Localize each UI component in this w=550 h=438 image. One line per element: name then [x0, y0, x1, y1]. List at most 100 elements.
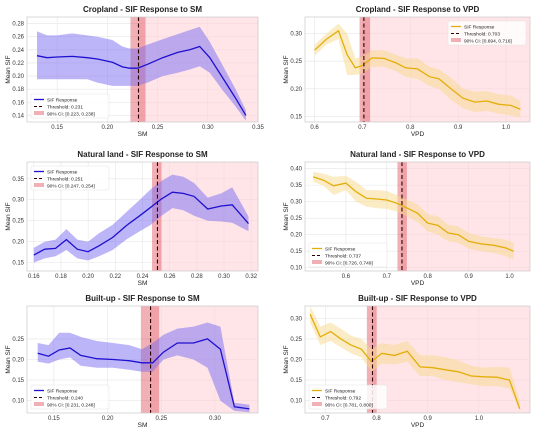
y-tick-label: 0.25: [290, 337, 302, 343]
y-tick-label: 0.15: [12, 378, 24, 384]
plot-frame: [304, 161, 531, 272]
legend-entry: SIF Response: [47, 169, 78, 175]
x-tick-label: 0.9: [424, 416, 433, 422]
chart-title: Natural land - SIF Response to VPD: [350, 150, 485, 159]
legend-swatch-ci: [312, 402, 322, 406]
legend-box: [30, 165, 110, 191]
x-tick-label: 1.0: [502, 125, 511, 131]
subplot-2: 0.6 0.7 0.8 0.9 1.0 0.15 0.20 0.25 0.30 Cropland …: [283, 5, 531, 138]
legend-entry: SIF Response: [325, 246, 356, 252]
response-band: [314, 23, 521, 118]
subplot-6: 0.7 0.8 0.9 1.0 0.10 0.15 0.20 0.25 0.30 Built-up…: [283, 294, 531, 429]
legend-entry: 90% CI: [0.694, 0.716]: [464, 38, 512, 44]
y-tick-label: 0.35: [290, 183, 302, 189]
legend-entry: SIF Response: [325, 388, 356, 394]
x-tick-label: 0.26: [164, 274, 176, 280]
legend-entry: Threshold: 0.703: [464, 31, 500, 37]
y-axis-label: Mean SIF: [5, 55, 12, 83]
sif-response-line: [33, 191, 249, 256]
x-tick-label: 0.7: [383, 274, 392, 280]
y-tick-label: 0.20: [290, 87, 302, 93]
y-tick-label: 0.16: [12, 100, 24, 106]
subplot-5: 0.15 0.20 0.25 0.30 0.10 0.15 0.20 0.25 Built-up…: [5, 294, 259, 429]
x-tick-label: 0.25: [152, 125, 164, 131]
y-tick-label: 0.14: [12, 113, 24, 119]
x-tick-label: 0.9: [464, 274, 473, 280]
legend-box: [308, 242, 388, 268]
x-tick-label: 1.0: [505, 274, 514, 280]
plot-frame: [26, 305, 259, 414]
x-tick-label: 0.30: [218, 274, 230, 280]
legend-entry: Threshold: 0.737: [325, 253, 361, 259]
x-tick-label: 0.35: [252, 125, 264, 131]
legend-box: [30, 384, 110, 410]
y-tick-label: 0.30: [12, 198, 24, 204]
response-band: [37, 26, 246, 121]
y-tick-label: 0.15: [290, 249, 302, 255]
x-tick-label: 0.16: [28, 274, 40, 280]
y-tick-label: 0.30: [290, 316, 302, 322]
chart-title: Built-up - SIF Response to VPD: [358, 294, 477, 303]
y-tick-label: 0.20: [12, 240, 24, 246]
legend-entry: SIF Response: [464, 24, 495, 30]
y-tick-label: 0.25: [12, 337, 24, 343]
y-tick-label: 0.15: [290, 114, 302, 120]
response-band: [310, 306, 520, 411]
y-tick-label: 0.25: [290, 59, 302, 65]
x-axis-label: SM: [138, 422, 148, 429]
x-tick-label: 0.8: [372, 416, 381, 422]
legend-swatch-ci: [312, 260, 322, 264]
x-tick-label: 0.6: [310, 125, 319, 131]
chart-title: Built-up - SIF Response to SM: [85, 294, 200, 303]
x-tick-label: 0.9: [454, 125, 463, 131]
y-tick-label: 0.15: [290, 378, 302, 384]
subplot-4: 0.6 0.7 0.8 0.9 1.0 0.10 0.15 0.20 0.25 0.30 0.35 0…: [283, 150, 531, 287]
y-axis-label: Mean SIF: [283, 345, 290, 373]
x-tick-label: 0.15: [51, 125, 63, 131]
y-axis-label: Mean SIF: [5, 345, 12, 373]
legend-swatch-ci: [34, 183, 44, 187]
y-tick-label: 0.10: [290, 266, 302, 272]
y-axis-label: Mean SIF: [283, 202, 290, 230]
legend-box: [308, 384, 388, 410]
x-axis-label: VPD: [411, 280, 425, 287]
y-tick-label: 0.30: [290, 200, 302, 206]
sif-response-line: [314, 29, 521, 110]
legend-box: [447, 20, 527, 46]
y-tick-label: 0.40: [290, 167, 302, 173]
x-tick-label: 0.15: [48, 416, 60, 422]
y-tick-label: 0.35: [12, 177, 24, 183]
sif-response-line: [309, 313, 521, 410]
legend-entry: SIF Response: [47, 97, 78, 103]
y-tick-label: 0.20: [12, 74, 24, 80]
x-axis-label: VPD: [411, 131, 425, 138]
x-tick-label: 0.7: [358, 125, 367, 131]
y-tick-label: 0.25: [290, 216, 302, 222]
x-tick-label: 0.22: [109, 274, 121, 280]
legend-entry: Threshold: 0.240: [47, 395, 83, 401]
plot-frame: [304, 305, 531, 414]
plot-frame: [304, 16, 531, 123]
sif-response-line: [36, 45, 247, 116]
x-axis-label: SM: [138, 131, 148, 138]
legend-swatch-ci: [451, 38, 461, 42]
sif-response-line: [37, 338, 250, 410]
y-tick-label: 0.18: [12, 87, 24, 93]
y-axis-label: Mean SIF: [5, 202, 12, 230]
x-tick-label: 0.32: [245, 274, 257, 280]
x-tick-label: 0.6: [342, 274, 351, 280]
x-tick-label: 0.24: [137, 274, 149, 280]
response-band: [37, 322, 250, 413]
x-tick-label: 0.30: [202, 125, 214, 131]
x-tick-label: 1.0: [475, 416, 484, 422]
legend-entry: 90% CI: [0.726, 0.749]: [325, 260, 373, 266]
legend-box: [30, 93, 110, 119]
y-tick-label: 0.28: [12, 22, 24, 28]
legend-entry: 90% CI: [0.247, 0.254]: [47, 183, 95, 189]
x-tick-label: 0.28: [191, 274, 203, 280]
sif-response-line: [312, 176, 514, 252]
